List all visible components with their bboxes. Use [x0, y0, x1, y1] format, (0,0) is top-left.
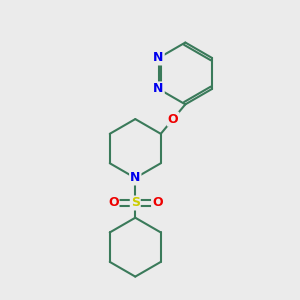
Text: S: S [131, 196, 140, 209]
Text: O: O [152, 196, 163, 209]
Text: N: N [153, 82, 164, 95]
Text: O: O [168, 112, 178, 126]
Text: N: N [130, 172, 140, 184]
Text: O: O [108, 196, 119, 209]
Text: N: N [153, 52, 164, 64]
